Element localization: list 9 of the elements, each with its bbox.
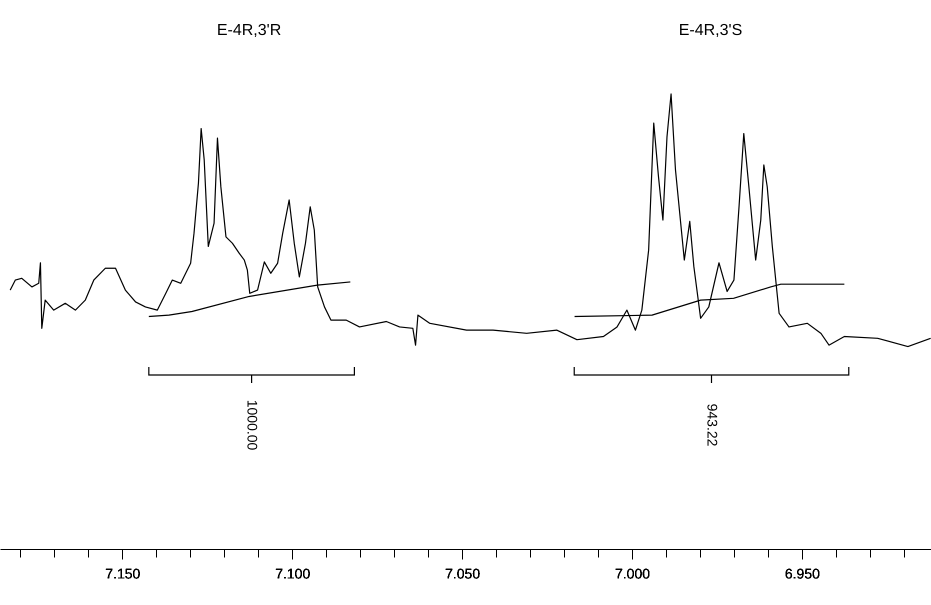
text: E-4R,3'S bbox=[678, 22, 742, 39]
x-tick-label: 7.150 bbox=[105, 566, 141, 582]
annotation: 943.22 bbox=[704, 404, 720, 447]
annotation: 1000.00 bbox=[244, 400, 261, 451]
x-tick-label: 7.000 bbox=[614, 566, 650, 582]
x-tick-label: 7.050 bbox=[445, 566, 480, 582]
x-tick-label: 6.950 bbox=[784, 566, 820, 582]
text: E-4R,3'R bbox=[216, 22, 282, 39]
x-tick-label: 7.100 bbox=[275, 566, 310, 582]
